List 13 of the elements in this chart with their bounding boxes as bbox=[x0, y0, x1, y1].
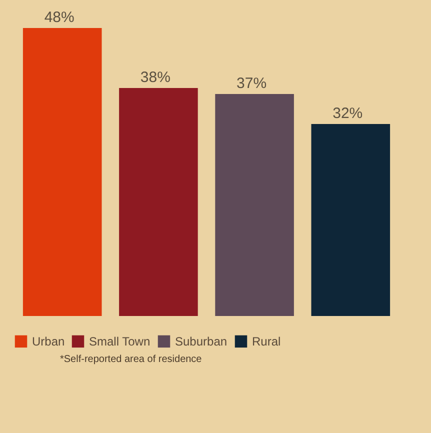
data-label: 38% bbox=[140, 69, 170, 86]
bar bbox=[311, 124, 390, 316]
data-label: 37% bbox=[236, 75, 267, 92]
data-label: 48% bbox=[44, 9, 74, 26]
bar bbox=[22, 28, 102, 316]
text: *Self-reported area of residence bbox=[59, 354, 203, 365]
data-label: 32% bbox=[332, 105, 363, 122]
bar bbox=[119, 88, 198, 316]
legend-label: Small Town bbox=[89, 334, 150, 348]
legend-label: Urban bbox=[32, 334, 65, 348]
bar bbox=[215, 94, 294, 316]
legend-label: Suburban bbox=[175, 334, 228, 348]
legend-label: Rural bbox=[252, 334, 281, 348]
